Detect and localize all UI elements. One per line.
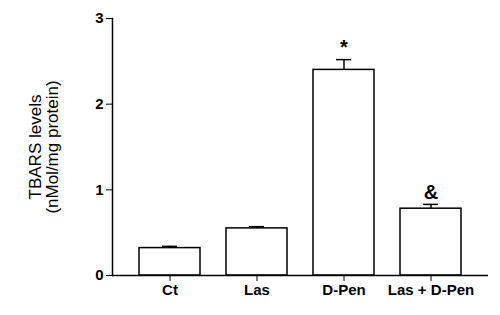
svg-text:0: 0 [95,266,103,283]
svg-text:*: * [340,36,348,58]
svg-text:3: 3 [95,9,103,26]
svg-text:Las + D-Pen: Las + D-Pen [388,281,474,298]
svg-text:D-Pen: D-Pen [322,281,365,298]
svg-text:2: 2 [95,95,103,112]
svg-text:Ct: Ct [162,281,178,298]
svg-text:Las: Las [244,281,270,298]
svg-text:&: & [424,181,438,203]
svg-text:TBARS levels(nMol/mg protein): TBARS levels(nMol/mg protein) [26,80,62,213]
svg-text:1: 1 [95,181,103,198]
